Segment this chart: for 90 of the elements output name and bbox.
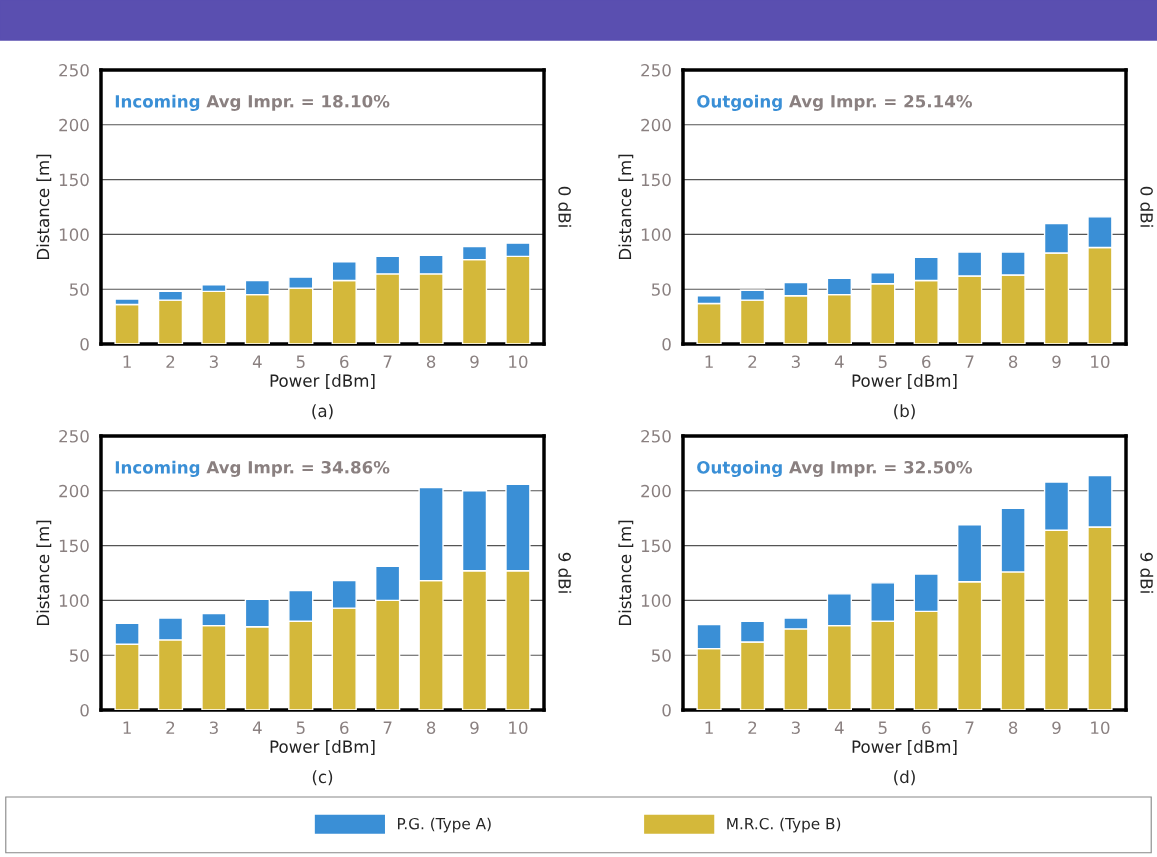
x-axis-title: Power [dBm]	[852, 740, 957, 755]
x-tick-label: 4	[834, 355, 844, 368]
x-tick-label: 1	[123, 355, 131, 368]
x-tick-label: 7	[965, 721, 974, 734]
y-tick-label: 50	[69, 283, 89, 296]
y-tick-label: 50	[651, 283, 671, 296]
x-tick-label: 10	[509, 721, 528, 735]
x-tick-label: 4	[834, 721, 844, 734]
x-tick-label: 1	[705, 355, 713, 368]
x-tick-label: 3	[791, 355, 800, 369]
x-axis-title: Power [dBm]	[852, 374, 957, 389]
x-tick-label: 7	[383, 721, 392, 734]
y-axis-title: Distance [m]	[618, 520, 634, 626]
y-tick-label: 50	[69, 649, 89, 662]
y2-axis-title: 0 dBi	[558, 186, 572, 227]
x-tick-label: 2	[166, 721, 175, 734]
y-tick-label: 100	[641, 228, 671, 241]
text: (b)	[894, 404, 915, 420]
x-tick-label: 9	[1052, 355, 1061, 369]
x-tick-label: 4	[252, 355, 262, 368]
annotation: Avg Impr. = 18.10%	[206, 94, 390, 111]
x-axis-title: Power [dBm]	[270, 740, 375, 755]
annotation: Incoming	[115, 94, 200, 112]
x-tick-label: 3	[209, 355, 218, 369]
x-tick-label: 8	[426, 721, 436, 735]
x-tick-label: 2	[748, 355, 757, 368]
x-tick-label: 6	[340, 721, 349, 735]
text: (d)	[894, 770, 915, 786]
x-tick-label: 5	[878, 355, 887, 369]
x-tick-label: 9	[1052, 721, 1061, 735]
y-tick-label: 150	[59, 539, 89, 553]
x-tick-label: 10	[1091, 355, 1110, 369]
y-tick-label: 100	[59, 228, 89, 241]
y-tick-label: 150	[59, 173, 89, 187]
y2-axis-title: 0 dBi	[1140, 186, 1154, 227]
x-tick-label: 8	[426, 355, 436, 369]
x-tick-label: 6	[922, 355, 931, 369]
annotation: Avg Impr. = 32.50%	[789, 460, 972, 477]
y-axis-title: Distance [m]	[36, 154, 52, 260]
x-tick-label: 1	[705, 721, 713, 734]
x-tick-label: 7	[965, 355, 974, 368]
x-tick-label: 5	[878, 721, 887, 735]
y-tick-label: 200	[641, 118, 671, 132]
y-tick-label: 200	[59, 484, 89, 498]
annotation: Incoming	[115, 460, 200, 478]
x-axis-title: Power [dBm]	[270, 374, 375, 389]
legend-label: P.G. (Type A)	[398, 817, 491, 833]
text: (a)	[312, 404, 333, 420]
x-tick-label: 5	[296, 355, 305, 369]
y-tick-label: 100	[641, 594, 671, 607]
y2-axis-title: 9 dBi	[1140, 552, 1154, 593]
x-tick-label: 1	[123, 721, 131, 734]
x-tick-label: 5	[296, 721, 305, 735]
annotation: Avg Impr. = 25.14%	[789, 94, 972, 111]
x-tick-label: 3	[209, 721, 218, 735]
x-tick-label: 10	[1091, 721, 1110, 735]
annotation: Outgoing	[697, 94, 782, 112]
y-tick-label: 0	[80, 337, 89, 351]
x-tick-label: 8	[1008, 721, 1018, 735]
y-tick-label: 250	[641, 429, 671, 443]
y-tick-label: 150	[641, 539, 671, 553]
y-tick-label: 100	[59, 594, 89, 607]
x-tick-label: 10	[509, 355, 528, 369]
x-tick-label: 6	[340, 355, 349, 369]
y2-axis-title: 9 dBi	[558, 552, 572, 593]
x-tick-label: 9	[470, 355, 479, 369]
x-tick-label: 2	[748, 721, 757, 734]
annotation: Avg Impr. = 34.86%	[206, 460, 390, 477]
y-tick-label: 50	[651, 649, 671, 662]
x-tick-label: 4	[252, 721, 262, 734]
y-tick-label: 0	[662, 703, 671, 717]
legend-label: M.R.C. (Type B)	[727, 817, 841, 833]
annotation: Outgoing	[697, 460, 782, 478]
y-axis-title: Distance [m]	[36, 520, 52, 626]
y-tick-label: 0	[662, 337, 671, 351]
y-tick-label: 0	[80, 703, 89, 717]
x-tick-label: 7	[383, 355, 392, 368]
y-tick-label: 250	[641, 63, 671, 77]
text: (c)	[312, 770, 333, 786]
x-tick-label: 6	[922, 721, 931, 735]
x-tick-label: 8	[1008, 355, 1018, 369]
x-tick-label: 2	[166, 355, 175, 368]
y-tick-label: 200	[59, 118, 89, 132]
y-tick-label: 150	[641, 173, 671, 187]
y-tick-label: 200	[641, 484, 671, 498]
x-tick-label: 9	[470, 721, 479, 735]
x-tick-label: 3	[791, 721, 800, 735]
y-tick-label: 250	[59, 63, 89, 77]
y-tick-label: 250	[59, 429, 89, 443]
y-axis-title: Distance [m]	[618, 154, 634, 260]
